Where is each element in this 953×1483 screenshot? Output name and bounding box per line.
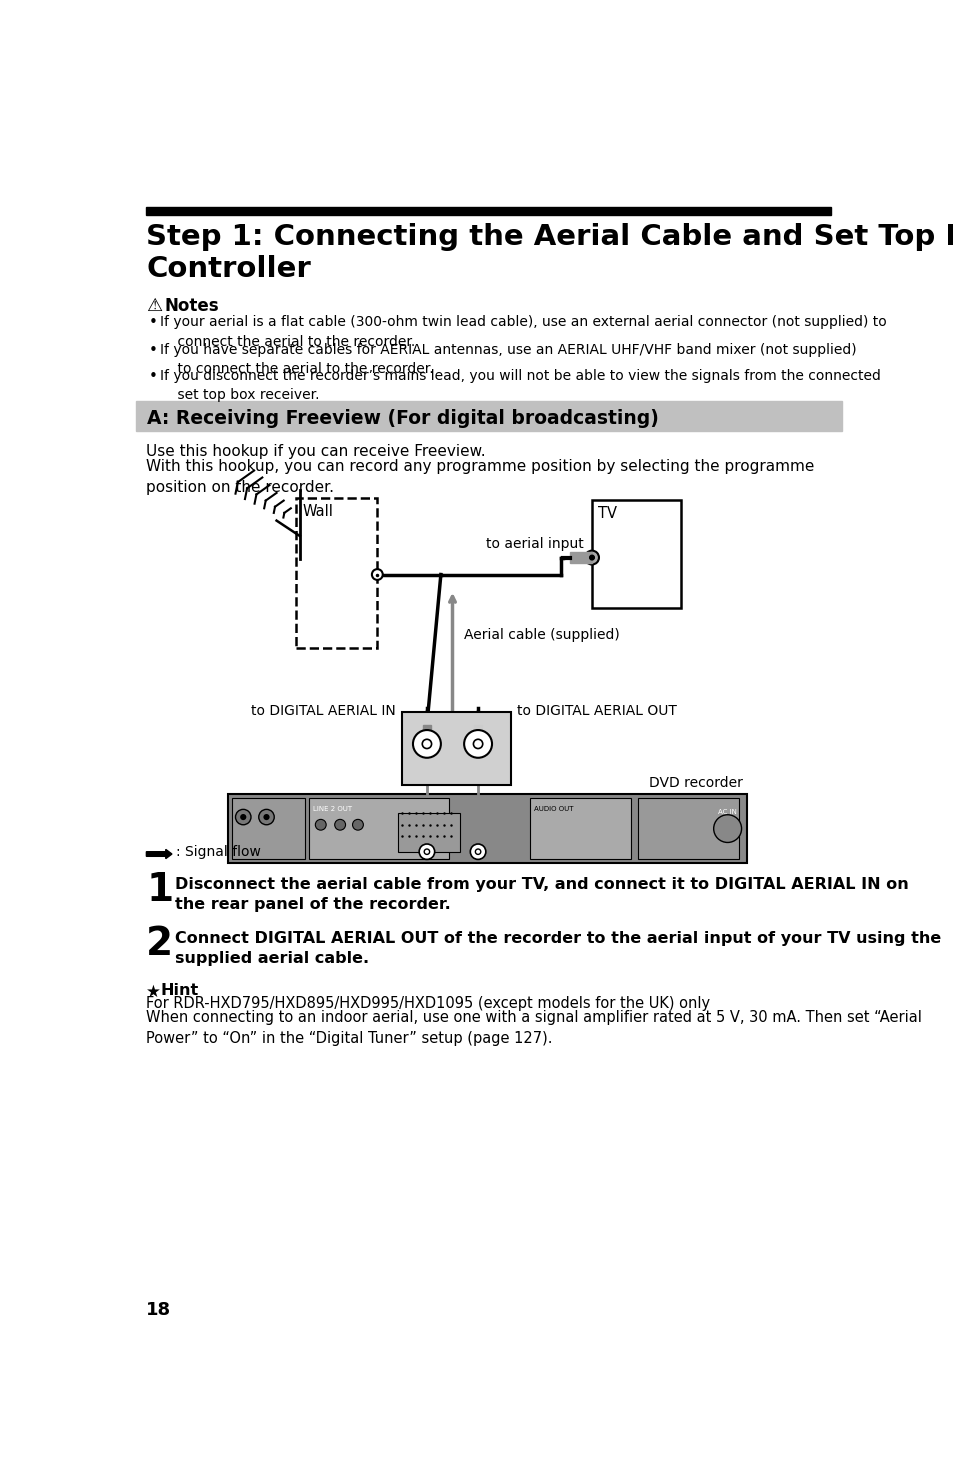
Text: When connecting to an indoor aerial, use one with a signal amplifier rated at 5 : When connecting to an indoor aerial, use…	[146, 1010, 922, 1046]
Text: DIGITAL AERIAL: DIGITAL AERIAL	[421, 770, 491, 779]
Text: For RDR-HXD795/HXD895/HXD995/HXD1095 (except models for the UK) only: For RDR-HXD795/HXD895/HXD995/HXD1095 (ex…	[146, 995, 710, 1011]
Bar	[530, 798, 630, 860]
Bar	[474, 725, 481, 740]
Circle shape	[473, 740, 482, 749]
Circle shape	[315, 820, 326, 830]
Bar	[592, 500, 680, 608]
Bar	[309, 798, 448, 860]
Text: IN: IN	[422, 761, 431, 770]
Text: to aerial input: to aerial input	[486, 537, 583, 550]
Bar	[422, 725, 431, 740]
Text: •: •	[149, 369, 157, 384]
Circle shape	[464, 730, 492, 758]
Bar	[146, 208, 831, 215]
Circle shape	[713, 814, 740, 842]
Circle shape	[235, 810, 251, 825]
Text: Aerial cable (supplied): Aerial cable (supplied)	[464, 629, 619, 642]
Text: With this hookup, you can record any programme position by selecting the program: With this hookup, you can record any pro…	[146, 460, 814, 495]
Text: 2: 2	[146, 925, 173, 962]
Bar	[397, 813, 459, 851]
Circle shape	[335, 820, 345, 830]
Text: Notes: Notes	[164, 297, 218, 316]
Text: AUDIO OUT: AUDIO OUT	[534, 805, 573, 811]
Text: : Signal flow: : Signal flow	[175, 845, 260, 860]
Polygon shape	[146, 850, 172, 859]
Text: •: •	[149, 343, 157, 357]
Text: ★: ★	[146, 983, 161, 1001]
Text: TV: TV	[598, 506, 617, 521]
Circle shape	[353, 820, 363, 830]
Circle shape	[475, 848, 480, 854]
Bar	[570, 552, 592, 564]
Text: to DIGITAL AERIAL IN: to DIGITAL AERIAL IN	[251, 704, 395, 718]
Text: AC IN: AC IN	[718, 810, 737, 816]
Text: 1: 1	[146, 871, 173, 909]
Text: If you disconnect the recorder’s mains lead, you will not be able to view the si: If you disconnect the recorder’s mains l…	[159, 369, 880, 402]
Circle shape	[372, 569, 382, 580]
Text: 18: 18	[146, 1301, 172, 1318]
Text: ⚠: ⚠	[146, 297, 162, 316]
Bar	[638, 798, 739, 860]
Text: Disconnect the aerial cable from your TV, and connect it to DIGITAL AERIAL IN on: Disconnect the aerial cable from your TV…	[174, 876, 908, 912]
Text: If your aerial is a flat cable (300-ohm twin lead cable), use an external aerial: If your aerial is a flat cable (300-ohm …	[159, 314, 885, 349]
Circle shape	[424, 848, 429, 854]
Text: •: •	[149, 314, 157, 331]
Text: A: Receiving Freeview (For digital broadcasting): A: Receiving Freeview (For digital broad…	[147, 409, 659, 427]
Text: Wall: Wall	[302, 504, 333, 519]
Text: OUT: OUT	[468, 761, 487, 770]
Circle shape	[258, 810, 274, 825]
Text: If you have separate cables for AERIAL antennas, use an AERIAL UHF/VHF band mixe: If you have separate cables for AERIAL a…	[159, 343, 855, 377]
Circle shape	[413, 730, 440, 758]
Bar	[232, 798, 305, 860]
Bar	[295, 497, 377, 648]
Text: Use this hookup if you can receive Freeview.: Use this hookup if you can receive Freev…	[146, 443, 485, 458]
Circle shape	[263, 814, 270, 820]
Bar	[136, 402, 841, 430]
Bar	[228, 793, 746, 863]
Text: to DIGITAL AERIAL OUT: to DIGITAL AERIAL OUT	[517, 704, 676, 718]
Circle shape	[240, 814, 246, 820]
Text: LINE 2 OUT: LINE 2 OUT	[313, 805, 352, 811]
Circle shape	[589, 555, 594, 561]
Circle shape	[422, 740, 431, 749]
Circle shape	[470, 844, 485, 860]
Text: Step 1: Connecting the Aerial Cable and Set Top Box: Step 1: Connecting the Aerial Cable and …	[146, 222, 953, 251]
Text: DVD recorder: DVD recorder	[649, 776, 742, 790]
Circle shape	[418, 844, 435, 860]
Text: Controller: Controller	[146, 255, 311, 283]
Circle shape	[584, 550, 598, 565]
Bar	[402, 712, 510, 785]
Text: Connect DIGITAL AERIAL OUT of the recorder to the aerial input of your TV using : Connect DIGITAL AERIAL OUT of the record…	[174, 931, 941, 965]
Text: Hint: Hint	[160, 983, 198, 998]
